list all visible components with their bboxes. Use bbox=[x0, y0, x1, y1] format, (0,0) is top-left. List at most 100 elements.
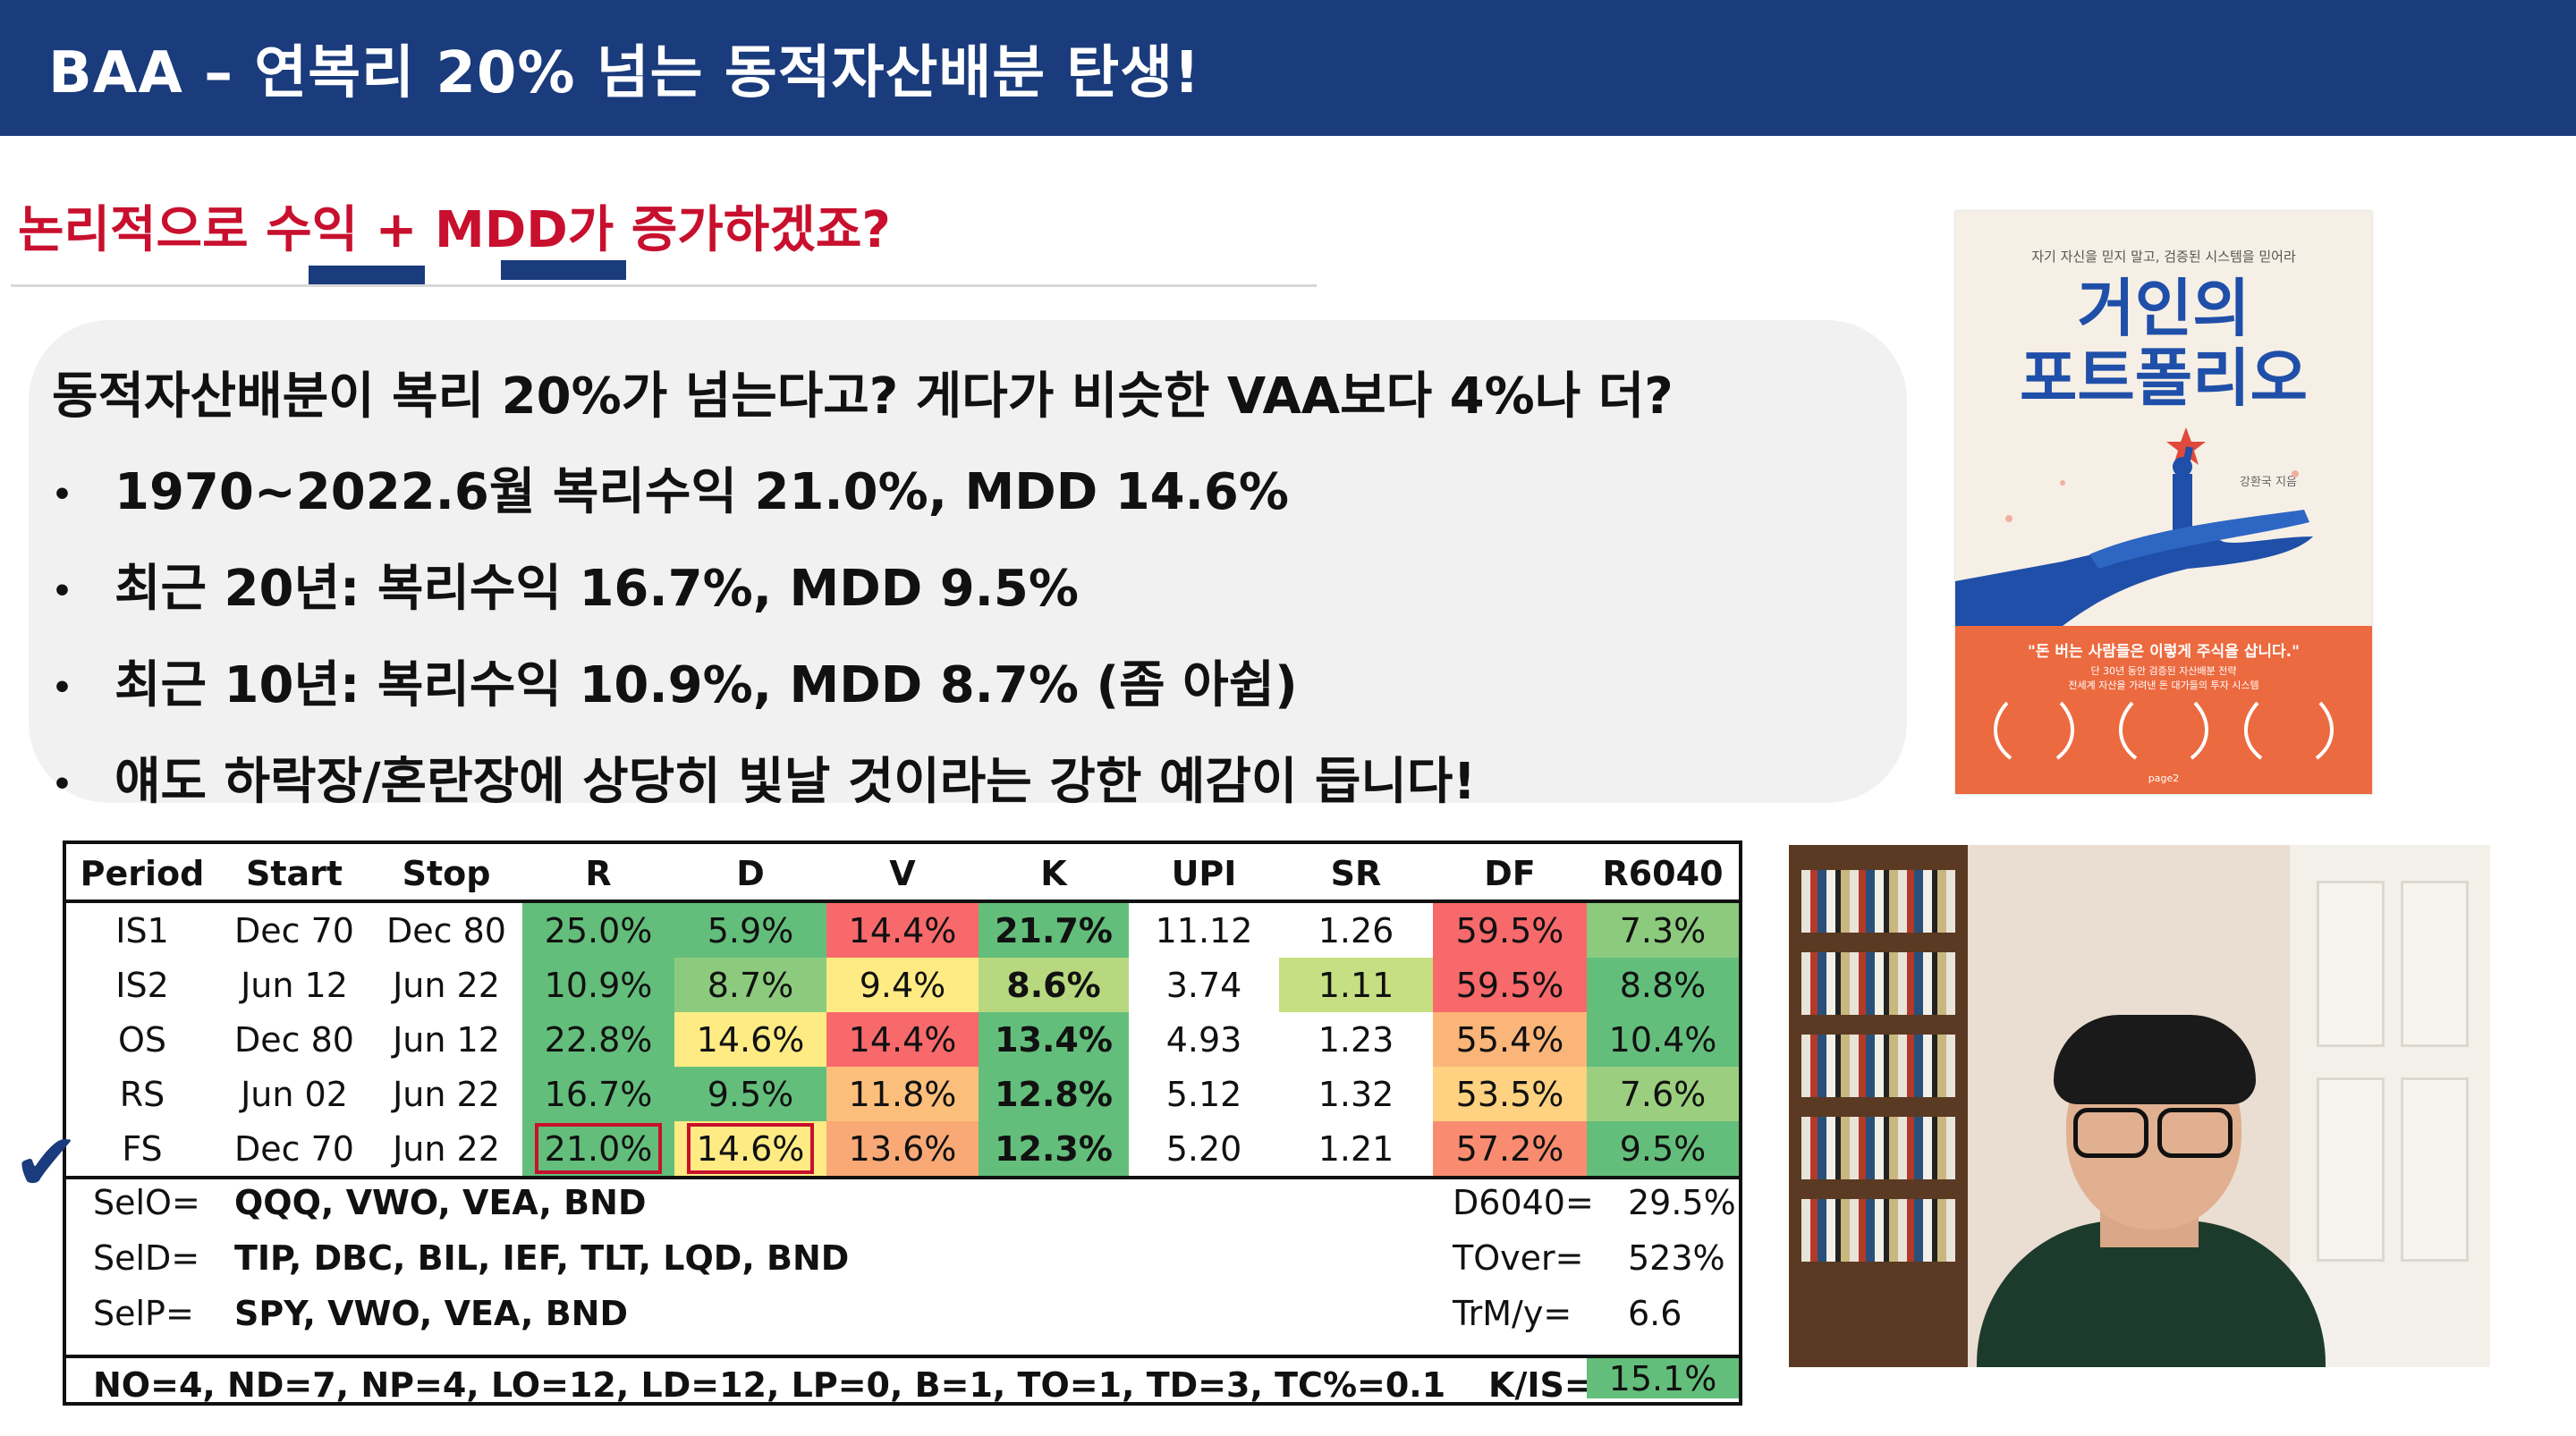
table-cell: 12.8% bbox=[979, 1067, 1129, 1121]
table-cell: 8.7% bbox=[674, 958, 826, 1012]
sel-right-value: 523% bbox=[1628, 1238, 1725, 1278]
sel-label: SelD= bbox=[93, 1238, 200, 1278]
column-header: Period bbox=[80, 854, 205, 893]
table-cell: 5.12 bbox=[1165, 1074, 1242, 1114]
table-cell: 12.3% bbox=[979, 1121, 1129, 1176]
table-cell: 11.12 bbox=[1155, 910, 1253, 950]
accent-bar-left bbox=[309, 266, 425, 285]
table-cell: Jun 12 bbox=[393, 1019, 500, 1060]
kis-label: K/IS= bbox=[1488, 1365, 1593, 1405]
hand-illustration-icon bbox=[1955, 427, 2313, 626]
door-panel bbox=[2401, 1077, 2469, 1262]
table-cell: 1.11 bbox=[1279, 958, 1433, 1012]
table-cell: 53.5% bbox=[1433, 1067, 1587, 1121]
table-cell: 8.6% bbox=[979, 958, 1129, 1012]
table-cell: FS bbox=[122, 1128, 163, 1169]
table-cell: 9.5% bbox=[1587, 1121, 1739, 1176]
table-cell: 7.6% bbox=[1587, 1067, 1739, 1121]
door-panel bbox=[2317, 881, 2385, 1047]
table-cell: Dec 80 bbox=[234, 1019, 354, 1060]
table-cell: OS bbox=[117, 1019, 167, 1060]
backtest-table: Period Start Stop R D V K UPI SR DF R6040 IS1 Dec 70… bbox=[63, 840, 1742, 1406]
table-cell: 1.21 bbox=[1318, 1128, 1394, 1169]
kis-value: 15.1% bbox=[1587, 1358, 1739, 1398]
book-quote: "돈 버는 사람들은 이렇게 주식을 삽니다." bbox=[2027, 643, 2300, 661]
door bbox=[2290, 845, 2490, 1367]
sel-value: SPY, VWO, VEA, BND bbox=[234, 1294, 629, 1333]
table-cell: 9.4% bbox=[826, 958, 979, 1012]
glasses-icon bbox=[2157, 1108, 2233, 1158]
table-cell: Dec 70 bbox=[234, 1128, 354, 1169]
table-cell: 22.8% bbox=[522, 1012, 674, 1067]
book-publisher: page2 bbox=[2148, 773, 2180, 784]
table-cell: 1.26 bbox=[1318, 910, 1394, 950]
sel-right-label: TrM/y= bbox=[1453, 1294, 1572, 1333]
table-cell: Jun 22 bbox=[393, 1128, 500, 1169]
door-panel bbox=[2401, 881, 2469, 1047]
params-text: NO=4, ND=7, NP=4, LO=12, LD=12, LP=0, B=… bbox=[93, 1365, 1446, 1405]
bullet-dot-icon: • bbox=[52, 573, 73, 611]
column-header: R6040 bbox=[1602, 854, 1724, 893]
table-cell: Jun 22 bbox=[393, 1074, 500, 1114]
sel-right-label: TOver= bbox=[1453, 1238, 1584, 1278]
table-cell: 5.9% bbox=[674, 903, 826, 958]
book-line: 단 30년 동안 검증된 자산배분 전략 bbox=[2090, 665, 2237, 677]
callout-box bbox=[29, 320, 1907, 803]
column-header: V bbox=[889, 854, 916, 893]
table-cell: 5.20 bbox=[1165, 1128, 1242, 1169]
door-panel bbox=[2317, 1077, 2385, 1262]
table-cell: 10.4% bbox=[1587, 1012, 1739, 1067]
page-title: BAA – 연복리 20% 넘는 동적자산배분 탄생! bbox=[48, 40, 1201, 106]
highlight-box bbox=[687, 1123, 814, 1174]
column-header: K bbox=[1040, 854, 1067, 893]
bullet-dot-icon: • bbox=[52, 477, 73, 514]
table-cell: 55.4% bbox=[1433, 1012, 1587, 1067]
bullet-item: • 최근 10년: 복리수익 10.9%, MDD 8.7% (좀 아쉽) bbox=[52, 656, 1298, 714]
book-author: 강환국 지음 bbox=[2240, 476, 2297, 489]
section-subtitle: 논리적으로 수익 + MDD가 증가하겠죠? bbox=[18, 201, 891, 259]
table-cell: 7.3% bbox=[1587, 903, 1739, 958]
table-cell: 9.5% bbox=[674, 1067, 826, 1121]
book-line: 전세계 자산을 가려낸 돈 대가들의 투자 시스템 bbox=[2068, 680, 2259, 691]
column-header: R bbox=[585, 854, 612, 893]
shelf-books bbox=[1801, 952, 1955, 1015]
body-rule bbox=[66, 1176, 1739, 1179]
table-cell: Jun 22 bbox=[393, 965, 500, 1005]
table-cell: Dec 80 bbox=[386, 910, 506, 950]
table-cell: 25.0% bbox=[522, 903, 674, 958]
sel-value: QQQ, VWO, VEA, BND bbox=[234, 1183, 647, 1222]
book-bottom-band: "돈 버는 사람들은 이렇게 주식을 삽니다." 단 30년 동안 검증된 자산… bbox=[1955, 626, 2372, 794]
table-cell: 57.2% bbox=[1433, 1121, 1587, 1176]
sel-value: TIP, DBC, BIL, IEF, TLT, LQD, BND bbox=[234, 1238, 850, 1278]
table-cell: 14.6% bbox=[674, 1121, 826, 1176]
shelf-books bbox=[1801, 1117, 1955, 1179]
column-header: UPI bbox=[1171, 854, 1237, 893]
shelf-books bbox=[1801, 870, 1955, 933]
table-cell: 13.4% bbox=[979, 1012, 1129, 1067]
check-mark-icon: ✔ bbox=[13, 1116, 80, 1210]
glasses-icon bbox=[2073, 1108, 2148, 1158]
book-cover: 자기 자신을 믿지 말고, 검증된 시스템을 믿어라 거인의 포트폴리오 강환국… bbox=[1955, 211, 2372, 794]
table-cell: 8.8% bbox=[1587, 958, 1739, 1012]
laurel-icon bbox=[1994, 701, 2334, 760]
column-header: SR bbox=[1330, 854, 1382, 893]
book-tagline: 자기 자신을 믿지 말고, 검증된 시스템을 믿어라 bbox=[2031, 249, 2296, 265]
sel-right-value: 6.6 bbox=[1628, 1294, 1682, 1333]
table-cell: 59.5% bbox=[1433, 903, 1587, 958]
table-cell: 1.23 bbox=[1318, 1019, 1394, 1060]
divider bbox=[11, 284, 1317, 287]
table-cell: IS1 bbox=[115, 910, 169, 950]
params-rule bbox=[66, 1355, 1739, 1358]
table-cell: 14.6% bbox=[674, 1012, 826, 1067]
sel-label: SelO= bbox=[93, 1183, 200, 1222]
bullet-item: • 최근 20년: 복리수익 16.7%, MDD 9.5% bbox=[52, 560, 1080, 618]
column-header: Stop bbox=[402, 854, 491, 893]
table-cell: 59.5% bbox=[1433, 958, 1587, 1012]
highlight-box bbox=[535, 1123, 662, 1174]
table-cell: 14.4% bbox=[826, 1012, 979, 1067]
table-cell: 11.8% bbox=[826, 1067, 979, 1121]
sel-right-label: D6040= bbox=[1453, 1183, 1594, 1222]
table-cell: 21.7% bbox=[979, 903, 1129, 958]
book-title-line2: 포트폴리오 bbox=[2020, 342, 2308, 415]
webcam-video bbox=[1789, 845, 2490, 1367]
